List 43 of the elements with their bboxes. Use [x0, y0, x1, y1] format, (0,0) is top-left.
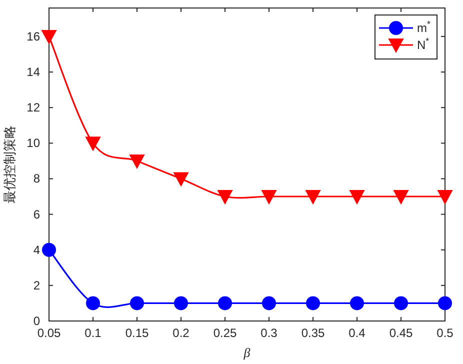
x-tick-label: 0.45	[389, 326, 413, 340]
y-tick-label: 10	[26, 136, 40, 150]
point	[262, 190, 276, 204]
point	[218, 296, 232, 310]
point	[42, 30, 56, 44]
y-tick-label: 12	[26, 100, 40, 115]
x-axis-title: β	[242, 345, 251, 360]
x-tick-label: 0.05	[37, 326, 61, 340]
x-tick-label: 0.4	[348, 326, 366, 340]
point	[306, 296, 320, 310]
point	[350, 296, 364, 310]
y-tick-label: 0	[33, 314, 40, 328]
y-tick-label: 8	[33, 172, 40, 186]
x-tick-label: 0.15	[125, 326, 149, 340]
point	[130, 154, 144, 168]
point	[306, 190, 320, 204]
point	[86, 296, 100, 310]
x-tick-label: 0.25	[213, 326, 237, 340]
y-tick-label: 6	[33, 207, 40, 222]
point	[42, 242, 56, 257]
point	[438, 190, 452, 204]
y-axis-title: 最优控制策略	[2, 126, 17, 204]
legend-label: N$^{*}$	[417, 36, 430, 52]
y-tick-label: 2	[33, 278, 40, 292]
y-tick-label: 16	[26, 29, 40, 44]
x-tick-label: 0.2	[172, 326, 190, 340]
point	[350, 190, 364, 204]
x-tick-label: 0.35	[301, 326, 325, 340]
point	[218, 190, 232, 204]
point	[394, 190, 408, 204]
point	[394, 296, 408, 310]
point	[438, 296, 452, 310]
x-tick-label: 0.5	[436, 326, 454, 340]
point	[262, 296, 276, 310]
y-tick-label: 14	[26, 65, 40, 80]
point	[130, 296, 144, 310]
point	[174, 172, 188, 186]
point	[86, 136, 100, 151]
x-tick-label: 0.1	[84, 326, 102, 340]
y-tick-label: 4	[33, 242, 40, 257]
point	[174, 296, 188, 310]
x-tick-label: 0.3	[260, 326, 278, 340]
legend-label: m$^{*}$	[417, 19, 431, 35]
